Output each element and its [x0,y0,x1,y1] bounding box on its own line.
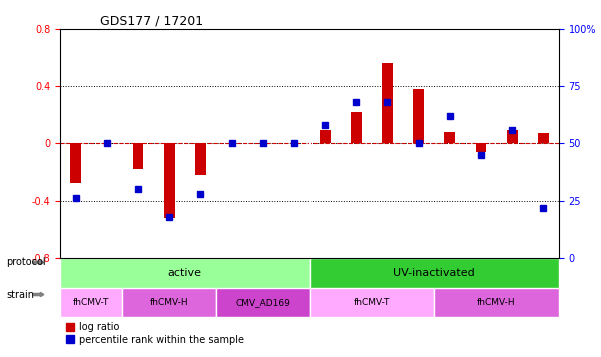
Text: fhCMV-T: fhCMV-T [353,298,390,307]
Text: UV-inactivated: UV-inactivated [393,268,475,278]
FancyBboxPatch shape [123,288,216,317]
Text: protocol: protocol [6,257,46,267]
Text: fhCMV-H: fhCMV-H [477,298,516,307]
Bar [351,112,362,143]
Bar [444,132,456,143]
Legend: log ratio, percentile rank within the sample: log ratio, percentile rank within the sa… [65,322,243,345]
Bar [163,143,175,218]
Bar [320,130,331,143]
FancyBboxPatch shape [60,288,123,317]
Bar [538,133,549,143]
Text: CMV_AD169: CMV_AD169 [236,298,290,307]
FancyBboxPatch shape [216,288,310,317]
Bar [133,143,144,169]
Bar [413,89,424,143]
Bar [382,63,393,143]
Bar [475,143,486,152]
Bar [70,143,81,183]
FancyBboxPatch shape [434,288,559,317]
Text: GDS177 / 17201: GDS177 / 17201 [100,14,203,27]
Text: strain: strain [6,290,34,300]
FancyBboxPatch shape [310,288,434,317]
Text: fhCMV-H: fhCMV-H [150,298,189,307]
FancyBboxPatch shape [310,258,559,288]
Bar [507,130,517,143]
Text: active: active [168,268,202,278]
Text: fhCMV-T: fhCMV-T [73,298,109,307]
Bar [195,143,206,175]
FancyBboxPatch shape [60,258,310,288]
